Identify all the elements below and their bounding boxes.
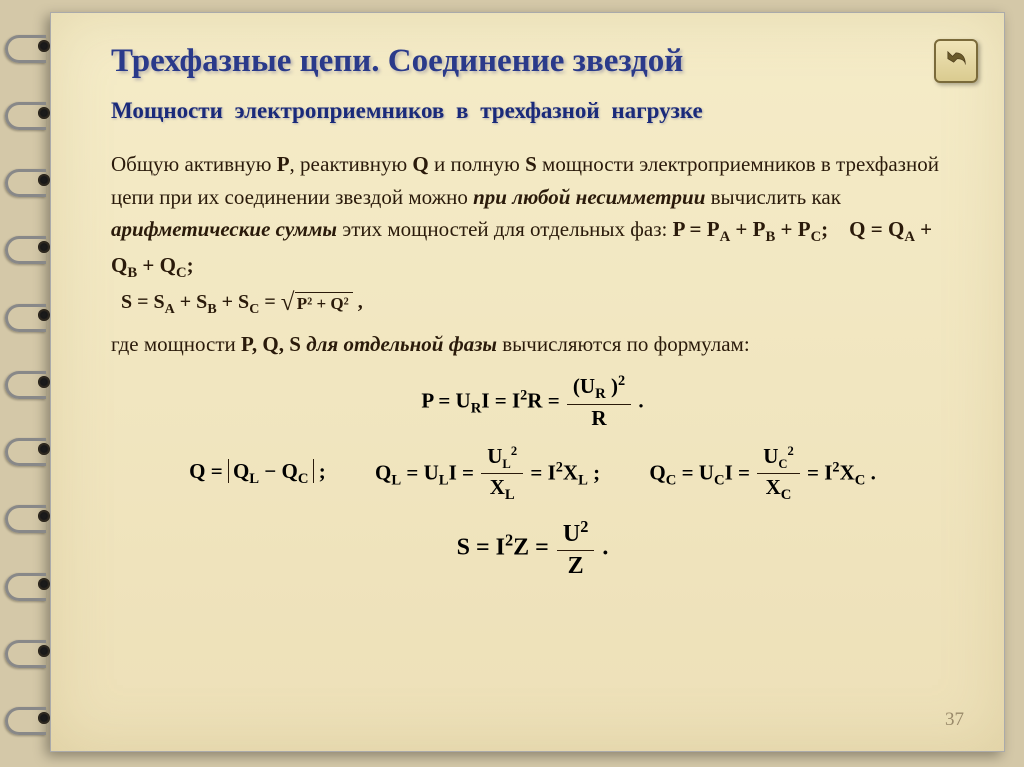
text: этих мощностей для отдельных фаз:	[337, 217, 673, 241]
emph: при любой несимметрии	[473, 185, 705, 209]
formula-S-phase: S = I2Z = U2Z .	[111, 517, 954, 581]
text: вычисляются по формулам:	[497, 332, 750, 356]
formula-P-phase: P = URI = I2R = (UR )2 R .	[111, 373, 954, 432]
emph: для отдельной фазы	[301, 332, 497, 356]
formula-Q-phase: Q = QL − QC ; QL = ULI = UL2XL = I2XL ; …	[111, 444, 954, 505]
body-text-2: где мощности P, Q, S для отдельной фазы …	[111, 328, 954, 361]
back-button[interactable]	[934, 39, 978, 83]
sym: S	[525, 152, 537, 176]
slide-subtitle: Мощности электроприемников в трехфазной …	[111, 98, 954, 124]
text: , реактивную	[290, 152, 413, 176]
fraction: (UR )2 R	[567, 373, 631, 432]
body-text: Общую активную P, реактивную Q и полную …	[111, 148, 954, 285]
sym: P	[277, 152, 290, 176]
text: Общую активную	[111, 152, 277, 176]
spiral-binding	[10, 12, 50, 752]
formula-S-sum: S = SA + SB + SC = P² + Q² ,	[111, 291, 954, 318]
return-arrow-icon	[942, 47, 970, 75]
text: вычислить как	[705, 185, 841, 209]
text: и полную	[429, 152, 525, 176]
formula-P: P = PA + PB + PC;	[673, 217, 834, 241]
sqrt: P² + Q²	[281, 292, 353, 315]
emph: арифметические суммы	[111, 217, 337, 241]
slide-page: Трехфазные цепи. Соединение звездой Мощн…	[50, 12, 1005, 752]
syms: P, Q, S	[241, 332, 301, 356]
slide-title: Трехфазные цепи. Соединение звездой	[111, 43, 954, 80]
page-number: 37	[945, 709, 964, 731]
text: где мощности	[111, 332, 241, 356]
sym: Q	[412, 152, 428, 176]
